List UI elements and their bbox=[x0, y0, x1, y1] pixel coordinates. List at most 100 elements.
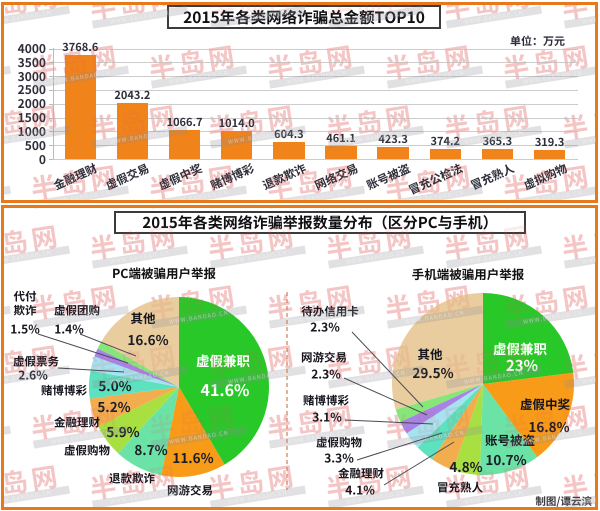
y-axis-line bbox=[53, 48, 54, 159]
y-axis-label: 2000 bbox=[17, 95, 46, 113]
pie-slice bbox=[98, 387, 179, 454]
pie-slice bbox=[90, 356, 179, 387]
pie-slice bbox=[479, 384, 538, 475]
bar-value-label: 1066.7 bbox=[166, 113, 203, 130]
watermark-band: WWW.BANDAO.CN bbox=[4, 185, 11, 200]
pie-slice bbox=[406, 384, 483, 448]
pie-percentage: 41.6% bbox=[200, 377, 250, 401]
watermark-band: WWW.BANDAO.CN bbox=[4, 208, 11, 209]
y-axis-tick bbox=[49, 103, 53, 105]
pie-slice bbox=[483, 293, 574, 384]
bar-value-label: 461.1 bbox=[326, 130, 356, 147]
watermark-text: 半岛网 bbox=[559, 455, 596, 507]
pc-pie-subtitle: PC端被骗用户举报 bbox=[111, 263, 217, 282]
bar bbox=[325, 146, 357, 159]
pie-label: 虚假购物 bbox=[316, 434, 362, 451]
y-axis-tick bbox=[49, 145, 53, 147]
y-axis-label: 4000 bbox=[17, 40, 46, 57]
grid-line bbox=[53, 89, 578, 91]
pie-percentage: 4.8% bbox=[449, 456, 483, 476]
pie-percentage: 4.1% bbox=[345, 481, 375, 499]
mobile-pie-subtitle: 手机端被骗用户举报 bbox=[411, 264, 525, 283]
credit-text: 制图/谭云滨 bbox=[535, 494, 592, 509]
y-axis-label: 2500 bbox=[17, 81, 46, 99]
pie-slice bbox=[89, 387, 179, 427]
grid-line bbox=[53, 131, 578, 133]
watermark-band: WWW.BANDAO.CN bbox=[4, 425, 11, 449]
bar bbox=[273, 142, 305, 159]
pie-charts-title: 2015年各类网络诈骗举报数量分布（区分PC与手机） bbox=[114, 211, 526, 234]
grid-line bbox=[53, 76, 578, 78]
pie-label: 赌博博彩 bbox=[41, 382, 87, 399]
pie-label: 虚假兼职 bbox=[196, 350, 250, 370]
pie-label: 赌博博彩 bbox=[303, 392, 349, 409]
pie-percentage: 2.3% bbox=[310, 318, 340, 336]
bar bbox=[533, 150, 566, 159]
watermark-band: WWW.BANDAO.CN bbox=[504, 208, 596, 209]
bar-value-label: 319.3 bbox=[534, 134, 565, 151]
watermark-band: WWW.BANDAO.CN bbox=[4, 305, 11, 329]
y-axis-tick bbox=[49, 131, 53, 133]
pie-label: 网游交易 bbox=[167, 482, 213, 499]
pie-label: 虚假中奖 bbox=[519, 394, 571, 413]
pie-percentage: 8.7% bbox=[134, 439, 168, 459]
pie-label: 虚假购物 bbox=[64, 442, 110, 459]
bar bbox=[64, 54, 96, 159]
pie-slice bbox=[452, 384, 483, 475]
pie-slice bbox=[483, 372, 574, 458]
pie-percentage: 2.6% bbox=[18, 366, 48, 384]
bar-value-label: 423.3 bbox=[378, 131, 408, 148]
pie-percentage: 5.2% bbox=[97, 396, 131, 416]
bar-chart-panel bbox=[1, 2, 598, 203]
grid-line bbox=[53, 145, 578, 147]
watermark-band: WWW.BANDAO.CN bbox=[150, 208, 247, 209]
pie-slice bbox=[101, 297, 179, 387]
grid-line bbox=[53, 103, 578, 105]
pie-percentage: 5.0% bbox=[98, 375, 132, 395]
pie-label: 其他 bbox=[130, 308, 156, 327]
pie-slice bbox=[118, 387, 179, 476]
pie-label: 网游交易 bbox=[301, 349, 347, 366]
pie-percentage: 3.3% bbox=[324, 449, 354, 467]
pie-label: 退款欺诈 bbox=[109, 470, 155, 487]
